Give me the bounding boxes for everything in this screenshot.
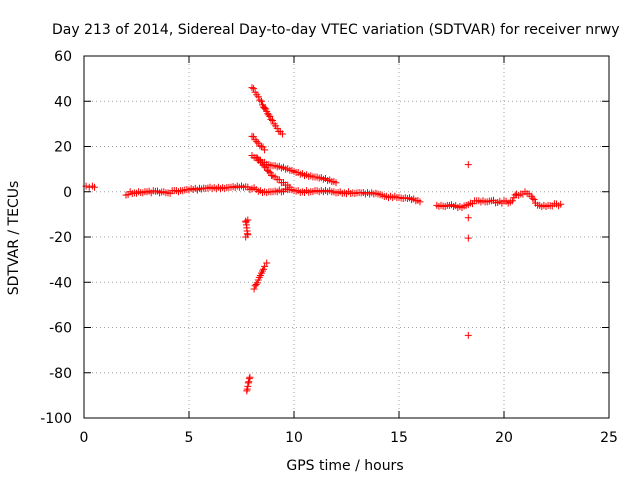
- y-tick-label: -20: [49, 230, 72, 246]
- x-axis-label: GPS time / hours: [286, 458, 403, 474]
- data-point-arc-upper: [257, 97, 265, 105]
- data-point-main-band: [529, 194, 537, 202]
- y-tick-label: -100: [40, 411, 72, 427]
- data-point-arc-upper: [250, 85, 258, 93]
- data-point-main-band: [557, 200, 565, 208]
- x-tick-label: 15: [390, 430, 408, 446]
- x-tick-label: 20: [495, 430, 513, 446]
- x-tick-label: 10: [285, 430, 303, 446]
- data-point-arc-upper: [267, 115, 275, 123]
- data-point-arc-upper: [278, 130, 286, 138]
- x-tick-label: 0: [80, 430, 89, 446]
- data-point-arc-cross: [254, 154, 262, 162]
- data-point-spike-down: [263, 259, 271, 267]
- data-point-main-band: [416, 198, 424, 206]
- y-tick-label: -60: [49, 321, 72, 337]
- data-point-arc-middle: [253, 138, 261, 146]
- data-points: [82, 84, 565, 395]
- data-point-outliers: [464, 234, 472, 242]
- data-point-spike-down: [244, 382, 252, 390]
- x-tick-label: 25: [600, 430, 618, 446]
- data-point-arc-upper: [254, 93, 262, 101]
- data-point-arc-upper: [268, 117, 276, 125]
- data-point-spike-down: [245, 375, 253, 383]
- data-point-spike-down: [259, 267, 266, 275]
- data-point-arc-upper: [266, 112, 274, 120]
- grid-lines: [84, 56, 609, 418]
- data-point-spike-down: [246, 373, 254, 381]
- data-point-arc-upper: [256, 96, 264, 104]
- data-point-spike-down: [245, 378, 253, 386]
- data-point-arc-upper: [273, 124, 281, 132]
- data-point-arc-upper: [248, 84, 256, 92]
- data-point-arc-cross: [265, 167, 273, 175]
- data-point-spike-down: [252, 281, 260, 289]
- data-point-arc-lower: [332, 179, 340, 187]
- y-tick-label: 40: [54, 94, 72, 110]
- data-point-spike-down: [244, 216, 252, 224]
- data-point-arc-cross: [286, 183, 294, 191]
- data-point-arc-middle: [250, 133, 258, 141]
- data-point-arc-upper: [265, 111, 273, 119]
- data-point-spike-down: [244, 379, 252, 387]
- y-axis-label: SDTVAR / TECUs: [6, 181, 22, 296]
- data-point-spike-down: [250, 285, 258, 293]
- data-point-spike-down: [253, 279, 261, 287]
- data-point-main-band: [91, 183, 98, 191]
- data-point-arc-cross: [262, 163, 270, 171]
- y-tick-label: -40: [49, 275, 72, 291]
- x-tick-label: 5: [185, 430, 194, 446]
- y-tick-label: -80: [49, 366, 72, 382]
- data-point-outliers: [464, 161, 472, 169]
- data-point-arc-middle: [256, 142, 264, 150]
- data-point-outliers: [464, 331, 472, 339]
- axis-ticks: 0 5 10 15 20 25 -100 -80 -60 -40 -20 0 20 40 60: [40, 49, 618, 446]
- data-point-arc-middle: [261, 146, 269, 154]
- data-point-spike-down: [243, 387, 251, 395]
- y-tick-label: 20: [54, 140, 72, 156]
- data-point-arc-middle: [259, 143, 267, 151]
- chart-title: Day 213 of 2014, Sidereal Day-to-day VTE…: [52, 22, 620, 38]
- data-point-main-band: [530, 195, 538, 203]
- y-tick-label: 60: [54, 49, 72, 65]
- data-point-main-band: [508, 197, 516, 205]
- y-tick-label: 0: [63, 185, 72, 201]
- data-point-arc-cross: [261, 163, 269, 171]
- data-point-outliers: [464, 214, 472, 222]
